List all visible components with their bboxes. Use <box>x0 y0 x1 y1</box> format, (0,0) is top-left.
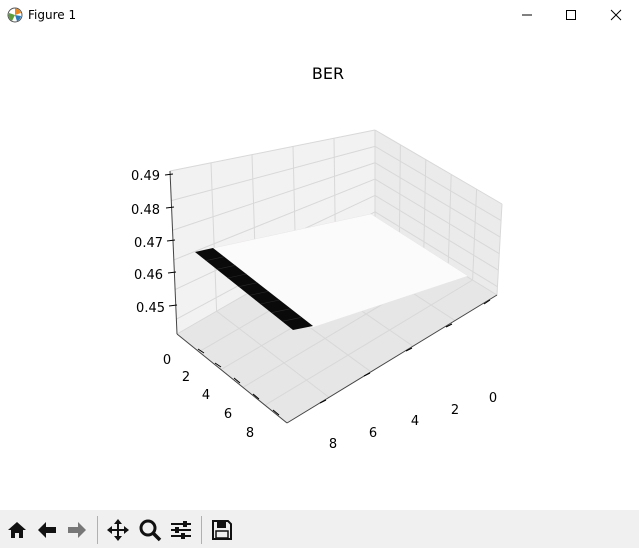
toolbar-separator <box>97 516 98 544</box>
grid-line <box>171 145 376 202</box>
y-tick: 4 <box>202 377 241 403</box>
x-tick-label: 2 <box>451 403 459 418</box>
y-tick-label: 6 <box>224 407 232 422</box>
grid-line <box>374 178 500 255</box>
x-tick: 6 <box>363 372 377 441</box>
z-axis-line <box>169 170 178 335</box>
3d-surface-plot: BER 0.49 0.48 0.47 0.46 0.45 0 2 4 6 8 0… <box>131 64 503 452</box>
grid-line <box>447 174 452 266</box>
close-icon <box>610 9 622 21</box>
pane-edge <box>496 203 503 296</box>
forward-icon <box>68 522 86 538</box>
grid-line <box>264 279 473 406</box>
y-tick: 8 <box>246 409 280 441</box>
z-tick: 0.48 <box>131 203 175 218</box>
back-pane-right <box>375 130 502 295</box>
zoom-icon <box>139 519 162 542</box>
pane-edge <box>374 129 503 205</box>
zoom-button[interactable] <box>136 516 164 544</box>
back-icon <box>38 522 56 538</box>
maximize-button[interactable] <box>548 0 594 30</box>
mesh-line <box>249 291 269 296</box>
maximize-icon <box>566 10 576 20</box>
minimize-button[interactable] <box>504 0 550 30</box>
toolbar-separator <box>201 516 202 544</box>
navigation-toolbar <box>0 510 639 548</box>
configure-icon <box>171 521 191 539</box>
mesh-line <box>271 308 291 313</box>
grid-line <box>398 144 401 236</box>
pan-button[interactable] <box>104 516 132 544</box>
z-tick-label: 0.46 <box>134 268 163 283</box>
mesh-line <box>205 256 225 261</box>
window-titlebar: Figure 1 <box>0 0 639 30</box>
grid-line <box>374 162 501 238</box>
grid-line <box>374 211 498 288</box>
y-tick-label: 4 <box>202 388 210 403</box>
x-tick: 8 <box>319 399 337 452</box>
mesh-line <box>238 282 258 287</box>
y-tick: 6 <box>224 393 260 422</box>
grid-line <box>374 145 502 221</box>
back-button[interactable] <box>33 516 61 544</box>
pane-edge <box>169 129 376 172</box>
window-title: Figure 1 <box>28 8 77 22</box>
z-tick-label: 0.48 <box>131 203 160 218</box>
z-tick-label: 0.49 <box>131 169 160 184</box>
x-tick: 4 <box>405 347 419 429</box>
y-tick: 0 <box>163 348 205 368</box>
x-tick-label: 8 <box>329 437 337 452</box>
z-tick-label: 0.45 <box>136 301 165 316</box>
app-icon <box>7 7 23 23</box>
y-tick-label: 2 <box>182 370 190 385</box>
close-button[interactable] <box>593 0 639 30</box>
z-tick: 0.46 <box>134 268 177 283</box>
save-icon <box>212 520 232 540</box>
home-button[interactable] <box>3 516 31 544</box>
x-tick: 2 <box>445 323 459 418</box>
mesh-line <box>227 273 247 279</box>
x-tick-label: 6 <box>369 426 377 441</box>
grid-line <box>423 159 427 251</box>
grid-line <box>173 178 376 261</box>
forward-button[interactable] <box>63 516 91 544</box>
save-button[interactable] <box>208 516 236 544</box>
grid-line <box>216 310 330 398</box>
chart-title: BER <box>312 64 344 83</box>
back-pane-left <box>170 130 375 334</box>
mesh-line <box>260 299 280 305</box>
z-tick-label: 0.47 <box>134 236 163 251</box>
grid-line <box>472 189 478 281</box>
surface-edge-strip <box>195 248 313 330</box>
figure-canvas[interactable]: BER 0.49 0.48 0.47 0.46 0.45 0 2 4 6 8 0… <box>0 30 639 510</box>
configure-subplots-button[interactable] <box>167 516 195 544</box>
x-tick-label: 0 <box>489 391 497 406</box>
y-axis-line <box>176 333 288 424</box>
home-icon <box>8 522 26 538</box>
y-tick-label: 0 <box>163 353 171 368</box>
mesh-line <box>282 317 302 322</box>
z-tick: 0.47 <box>134 236 176 251</box>
y-tick: 2 <box>182 362 222 385</box>
grid-line <box>210 162 218 312</box>
y-tick-label: 8 <box>246 426 254 441</box>
minimize-icon <box>522 14 532 16</box>
pan-icon <box>107 519 129 541</box>
mesh-line <box>216 265 236 270</box>
z-tick: 0.45 <box>136 301 178 316</box>
surface-mesh-lines <box>205 256 302 322</box>
x-tick-label: 4 <box>411 414 419 429</box>
x-tick: 0 <box>483 299 497 406</box>
z-tick: 0.49 <box>131 169 174 184</box>
grid-line <box>374 195 499 271</box>
grid-line <box>172 162 376 231</box>
